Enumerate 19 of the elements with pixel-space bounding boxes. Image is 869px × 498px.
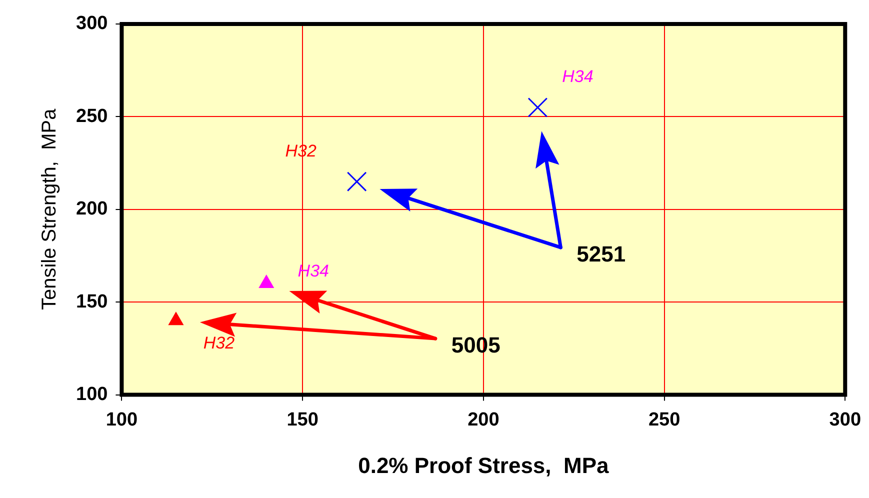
x-tick-label: 100 — [106, 409, 138, 430]
y-tick-label: 100 — [76, 384, 108, 406]
y-tick-label: 250 — [76, 106, 108, 127]
x-tick-label: 150 — [286, 409, 318, 430]
point — [168, 312, 184, 326]
y-tick-label: 200 — [76, 198, 108, 220]
x-tick-label: 200 — [468, 409, 500, 430]
point — [528, 97, 548, 118]
x-tick-label: 250 — [648, 409, 680, 430]
x-axis-title: 0.2% Proof Stress, MPa — [358, 452, 610, 478]
point — [258, 275, 274, 288]
x-tick-label: 300 — [829, 409, 861, 430]
y-tick-label: 150 — [76, 291, 108, 312]
annotation: H32 — [203, 333, 236, 352]
point — [346, 172, 367, 192]
annotation: H34 — [562, 67, 594, 86]
annotation: 5251 — [576, 241, 626, 266]
y-tick-label: 300 — [76, 13, 108, 34]
y-axis-title: Tensile Strength, MPa — [38, 108, 61, 310]
